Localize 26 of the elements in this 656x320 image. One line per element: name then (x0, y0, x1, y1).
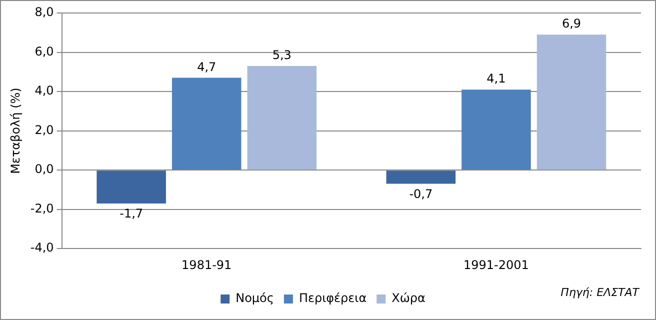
y-tick-label: 8,0 (34, 5, 54, 20)
text: Πηγή: ΕΛΣΤΑΤ (560, 286, 639, 299)
y-tick-label: -2,0 (30, 201, 54, 216)
x-tick-label: 1981-91 (182, 258, 232, 272)
bar (536, 34, 606, 170)
data-label: 4,7 (197, 60, 216, 74)
bar (386, 170, 456, 184)
y-tick-label: -4,0 (30, 240, 54, 255)
bar (172, 78, 242, 170)
data-label: 6,9 (562, 16, 582, 31)
y-axis-title: Μεταβολή (%) (8, 88, 22, 174)
data-label: -1,7 (120, 206, 144, 221)
legend-label: Νομός (236, 291, 274, 306)
bar (247, 66, 317, 170)
legend-label: Χώρα (392, 291, 426, 306)
bar (462, 90, 531, 170)
bar (96, 170, 166, 204)
y-tick-label: 4,0 (34, 84, 54, 98)
x-tick-label: 1991-2001 (463, 258, 529, 272)
data-label: 5,3 (272, 48, 292, 62)
legend-label: Περιφέρεια (298, 291, 367, 306)
data-label: -0,7 (409, 186, 433, 201)
y-tick-label: 0,0 (34, 162, 54, 176)
y-tick-label: 6,0 (34, 44, 54, 58)
y-tick-label: 2,0 (34, 122, 54, 137)
data-label: 4,1 (486, 72, 506, 86)
